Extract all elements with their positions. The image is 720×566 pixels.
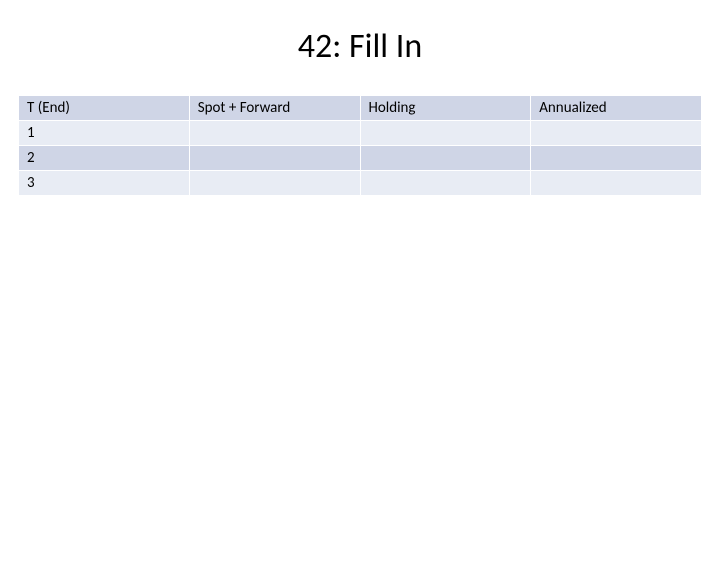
cell-holding	[360, 121, 531, 146]
cell-spot-forward	[189, 146, 360, 171]
cell-t-end: 2	[19, 146, 190, 171]
cell-annualized	[531, 121, 702, 146]
table-row: 3	[19, 171, 702, 196]
table-row: 2	[19, 146, 702, 171]
col-header-annualized: Annualized	[531, 96, 702, 121]
col-header-holding: Holding	[360, 96, 531, 121]
cell-spot-forward	[189, 171, 360, 196]
fill-in-table: T (End) Spot + Forward Holding Annualize…	[18, 95, 702, 196]
cell-annualized	[531, 146, 702, 171]
slide-title: 42: Fill In	[0, 26, 720, 67]
table-header-row: T (End) Spot + Forward Holding Annualize…	[19, 96, 702, 121]
cell-t-end: 1	[19, 121, 190, 146]
cell-holding	[360, 146, 531, 171]
cell-holding	[360, 171, 531, 196]
cell-annualized	[531, 171, 702, 196]
cell-spot-forward	[189, 121, 360, 146]
slide-container: 42: Fill In T (End) Spot + Forward Holdi…	[0, 26, 720, 566]
col-header-spot-forward: Spot + Forward	[189, 96, 360, 121]
col-header-t-end: T (End)	[19, 96, 190, 121]
cell-t-end: 3	[19, 171, 190, 196]
table-container: T (End) Spot + Forward Holding Annualize…	[0, 95, 720, 196]
table-row: 1	[19, 121, 702, 146]
